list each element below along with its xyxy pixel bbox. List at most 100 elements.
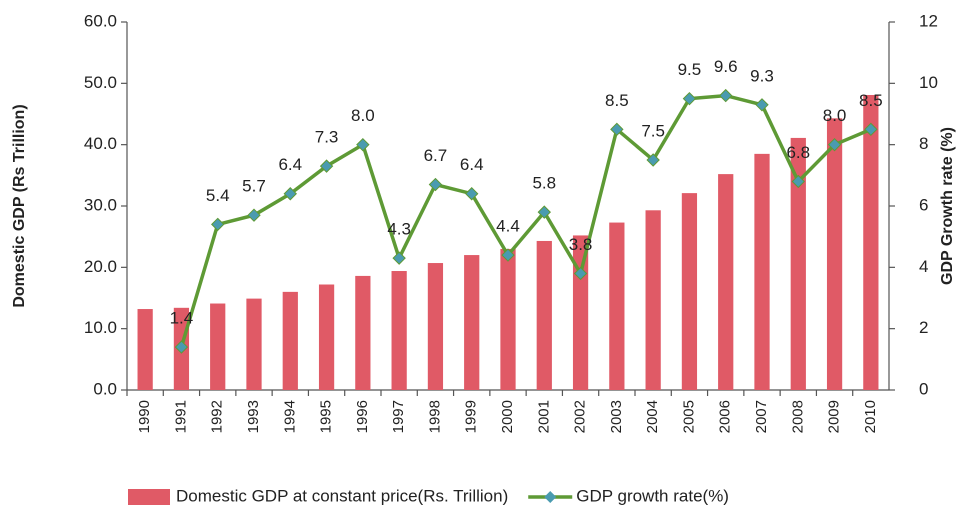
legend-marker: [544, 491, 557, 503]
x-tick-label: 1998: [426, 400, 443, 433]
legend-label: GDP growth rate(%): [576, 486, 729, 505]
data-label: 9.3: [750, 66, 774, 85]
data-label: 8.5: [605, 91, 629, 110]
bar: [609, 222, 625, 390]
marker: [465, 187, 479, 201]
x-tick-label: 1990: [136, 400, 153, 433]
x-tick-label: 2002: [572, 400, 589, 433]
bar: [790, 137, 806, 390]
legend-label: Domestic GDP at constant price(Rs. Trill…: [176, 486, 508, 505]
bar: [826, 118, 843, 390]
y-tick-label: 60.0: [84, 11, 117, 30]
marker: [827, 137, 842, 152]
data-label: 6.8: [786, 143, 810, 162]
marker: [573, 266, 588, 281]
x-tick-label: 2008: [789, 400, 806, 433]
bar: [246, 298, 262, 390]
bar: [500, 248, 516, 390]
x-tick-label: 2003: [608, 400, 625, 433]
bar: [645, 210, 661, 390]
data-label: 8.0: [351, 106, 375, 125]
x-tick-label: 1996: [354, 400, 371, 433]
y-axis-title: Domestic GDP (Rs Trillion): [11, 104, 28, 307]
x-tick-label: 2010: [862, 400, 879, 433]
data-label: 8.0: [823, 106, 847, 125]
data-label: 6.7: [424, 146, 448, 165]
x-tick-label: 1992: [209, 400, 226, 433]
y-tick-label: 20.0: [84, 257, 117, 276]
line: [179, 93, 872, 348]
bar: [355, 275, 371, 390]
marker: [610, 122, 624, 137]
bar: [210, 303, 226, 390]
marker: [755, 98, 769, 112]
data-label: 5.8: [532, 174, 556, 193]
y2-tick-label: 12: [919, 11, 938, 30]
marker: [682, 91, 697, 106]
bar: [427, 263, 444, 390]
x-tick-label: 1997: [390, 400, 407, 433]
x-tick-label: 2007: [753, 400, 770, 433]
x-tick-label: 2009: [826, 400, 843, 433]
data-label: 7.3: [315, 128, 339, 147]
marker: [537, 205, 551, 219]
legend-swatch: [128, 489, 170, 505]
marker: [791, 174, 805, 189]
bar: [282, 291, 298, 390]
y2-axis-title: GDP Growth rate (%): [939, 127, 956, 285]
x-tick-label: 1991: [172, 400, 189, 433]
y-tick-label: 0.0: [93, 379, 117, 398]
y2-tick-label: 2: [919, 318, 928, 337]
data-label: 9.6: [714, 57, 738, 76]
bar: [137, 309, 153, 390]
y2-tick-label: 6: [919, 195, 928, 214]
data-label: 1.4: [170, 309, 194, 328]
marker: [283, 187, 297, 201]
x-tick-label: 1999: [463, 400, 480, 433]
y-tick-label: 30.0: [84, 195, 117, 214]
marker: [211, 217, 225, 232]
marker: [392, 251, 406, 265]
bar: [391, 271, 407, 390]
marker: [864, 122, 878, 137]
x-tick-label: 2004: [644, 400, 661, 433]
data-label: 9.5: [678, 60, 702, 79]
y-tick-label: 10.0: [84, 318, 117, 337]
y2-tick-label: 4: [919, 257, 928, 276]
x-tick-label: 2000: [499, 400, 516, 433]
data-label: 5.4: [206, 186, 230, 205]
y2-tick-label: 8: [919, 134, 928, 153]
y2-tick-label: 10: [919, 73, 938, 92]
y-tick-label: 40.0: [84, 134, 117, 153]
data-label: 4.4: [496, 217, 520, 236]
data-label: 6.4: [278, 155, 302, 174]
marker: [356, 137, 370, 152]
bar: [754, 153, 770, 390]
y2-tick-label: 0: [919, 379, 928, 398]
marker: [719, 88, 733, 103]
bar: [863, 94, 879, 390]
marker: [247, 208, 261, 222]
data-label: 4.3: [387, 220, 411, 239]
bar: [681, 193, 698, 390]
x-tick-label: 1994: [281, 400, 298, 433]
marker: [319, 159, 334, 173]
data-label: 8.5: [859, 91, 883, 110]
x-tick-label: 2005: [680, 400, 697, 433]
x-tick-label: 1995: [318, 400, 335, 433]
data-label: 5.7: [242, 177, 266, 196]
x-tick-label: 2006: [717, 400, 734, 433]
bar: [464, 255, 480, 390]
x-tick-label: 2001: [535, 400, 552, 433]
marker: [174, 340, 189, 354]
y-tick-label: 50.0: [84, 73, 117, 92]
bar: [536, 240, 552, 390]
data-label: 7.5: [641, 121, 665, 140]
data-label: 3.8: [569, 235, 593, 254]
bar: [718, 174, 734, 390]
x-tick-label: 1993: [245, 400, 262, 433]
marker: [646, 153, 660, 167]
data-label: 6.4: [460, 155, 484, 174]
marker: [501, 248, 515, 262]
